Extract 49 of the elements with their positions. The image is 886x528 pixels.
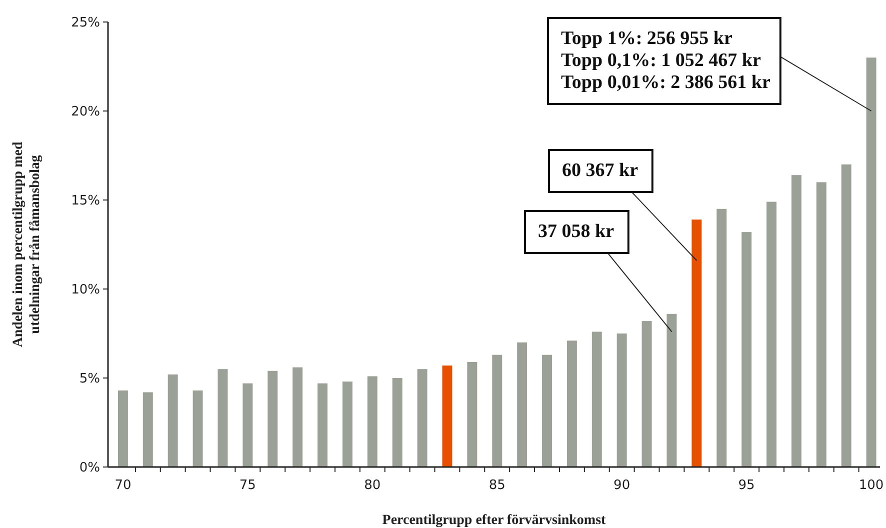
bar bbox=[242, 383, 253, 467]
bar bbox=[716, 208, 727, 467]
x-tick-label: 85 bbox=[488, 478, 506, 493]
bar bbox=[692, 220, 702, 467]
bar bbox=[542, 354, 552, 467]
bar bbox=[192, 390, 203, 467]
bar bbox=[417, 369, 428, 467]
bar bbox=[268, 370, 278, 467]
bar bbox=[841, 164, 852, 467]
bar bbox=[292, 367, 303, 467]
bar bbox=[142, 392, 153, 467]
y-tick-label: 5% bbox=[79, 372, 100, 387]
bar bbox=[566, 340, 577, 467]
y-tick-label: 10% bbox=[71, 282, 100, 298]
bar bbox=[168, 374, 178, 467]
annotation: 60 367 kr bbox=[562, 160, 639, 182]
bar bbox=[467, 362, 478, 467]
y-tick-label: 0% bbox=[79, 460, 100, 476]
bar bbox=[392, 378, 402, 467]
y-axis-title: Andelen inom percentilgrupp med utdelningar från fåmansbolag bbox=[11, 142, 43, 348]
x-tick-label: 80 bbox=[364, 478, 381, 493]
x-tick-label: 90 bbox=[614, 478, 630, 493]
x-tick-label: 95 bbox=[738, 478, 755, 493]
bar bbox=[816, 182, 826, 467]
bar bbox=[866, 58, 876, 467]
bar bbox=[616, 334, 627, 467]
bar bbox=[367, 376, 378, 467]
y-tick-label: 25% bbox=[71, 16, 100, 31]
x-tick-label: 70 bbox=[114, 478, 132, 493]
bar bbox=[742, 232, 752, 467]
bar bbox=[766, 202, 776, 467]
bar bbox=[642, 321, 652, 467]
annotation: 37 058 kr bbox=[538, 221, 615, 242]
bar bbox=[666, 314, 677, 467]
bar bbox=[791, 175, 802, 467]
bar bbox=[592, 332, 602, 467]
bar bbox=[442, 366, 452, 467]
bar bbox=[342, 382, 352, 467]
x-tick-label: 75 bbox=[239, 478, 256, 493]
bar bbox=[492, 354, 502, 467]
annotation: Topp 1%: 256 955 kr Topp 0,1%: 1 052 467 kr Topp 0,01%: 2 386 561 kr bbox=[561, 28, 771, 94]
bar bbox=[318, 383, 328, 467]
y-tick-label: 20% bbox=[71, 104, 100, 120]
bar bbox=[118, 390, 128, 467]
x-tick-label: 100 bbox=[858, 478, 884, 493]
y-tick-label: 15% bbox=[71, 194, 100, 209]
bar bbox=[517, 342, 528, 467]
x-axis-title: Percentilgrupp efter förvärvsinkomst bbox=[382, 513, 606, 528]
bar bbox=[218, 369, 228, 467]
